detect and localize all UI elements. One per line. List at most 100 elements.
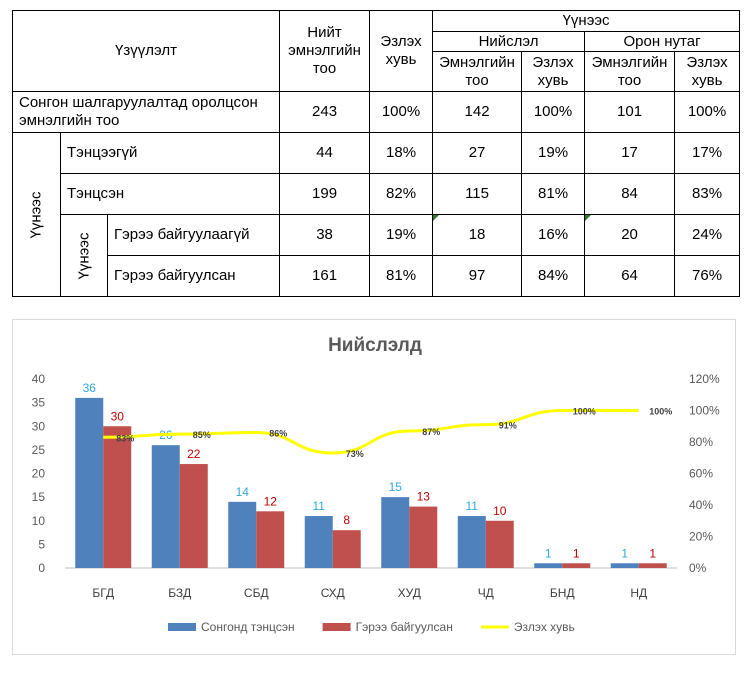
bar (228, 501, 257, 568)
x-tick-label: БНД (550, 586, 575, 600)
bar (256, 511, 285, 568)
header-capital-share: Эзлэх хувь (521, 51, 586, 92)
header-rural-count: Эмнэлгийн тоо (584, 51, 676, 92)
x-tick-label: ХУД (398, 586, 421, 600)
cell-capital-share: 19% (521, 132, 586, 174)
cell-rural-count: 20 (584, 214, 676, 256)
cell-capital-share: 100% (521, 91, 586, 133)
group-label-outer: Үүнээс (12, 132, 61, 297)
bar-data-label: 30 (111, 409, 125, 423)
cell-rural-count: 64 (584, 255, 676, 297)
line-data-label: 85% (193, 430, 211, 440)
legend-label: Гэрээ байгуулсан (356, 620, 453, 634)
cell-rural-count: 84 (584, 173, 676, 215)
header-total-hospitals: Нийт эмнэлгийн тоо (279, 10, 371, 92)
bar-data-label: 11 (313, 499, 326, 513)
bar-data-label: 13 (417, 490, 431, 504)
bar (610, 563, 639, 568)
line-data-label: 87% (422, 427, 440, 437)
x-tick-label: СХД (321, 586, 345, 600)
hospital-statistics-table: Үзүүлэлт Нийт эмнэлгийн тоо Эзлэх хувь Ү… (11, 10, 741, 297)
line-data-label: 83% (116, 433, 134, 443)
cell-total: 199 (279, 173, 371, 215)
line-data-label: 86% (269, 429, 287, 439)
y-left-tick-label: 40 (32, 372, 46, 386)
cell-share: 82% (369, 173, 434, 215)
y-left-tick-label: 25 (32, 443, 46, 457)
header-rural-share: Эзлэх хувь (674, 51, 741, 92)
y-left-tick-label: 10 (32, 514, 46, 528)
cell-share: 81% (369, 255, 434, 297)
bar-data-label: 1 (649, 546, 656, 560)
bar-data-label: 1 (573, 546, 580, 560)
bar-data-label: 14 (236, 485, 250, 499)
bar-data-label: 11 (466, 499, 479, 513)
bar (485, 520, 514, 568)
x-tick-label: БЗД (168, 586, 191, 600)
y-right-tick-label: 0% (689, 561, 707, 575)
bar (179, 464, 208, 568)
y-left-tick-label: 20 (32, 467, 46, 481)
cell-share: 19% (369, 214, 434, 256)
bar (332, 530, 361, 568)
chart-title: Нийслэлд (328, 335, 422, 356)
bar-data-label: 22 (187, 447, 201, 461)
table-row: Үүнээс Тэнцээгүй 44 18% 27 19% 17 17% (12, 132, 741, 297)
cell-share: 100% (369, 91, 434, 133)
y-right-tick-label: 80% (689, 435, 713, 449)
cell-rural-count: 101 (584, 91, 676, 133)
cell-rural-count: 17 (584, 132, 676, 174)
y-left-tick-label: 30 (32, 419, 46, 433)
cell-capital-share: 81% (521, 173, 586, 215)
bar-data-label: 8 (343, 513, 350, 527)
header-indicator: Үзүүлэлт (11, 10, 281, 92)
cell-rural-share: 24% (674, 214, 741, 256)
cell-rural-share: 83% (674, 173, 741, 215)
table-row: Сонгон шалгаруулалтад оролцсон эмнэлгийн… (11, 91, 741, 133)
y-left-tick-label: 5 (38, 537, 45, 551)
line-series (103, 409, 639, 455)
row-label: Тэнцээгүй (59, 132, 281, 174)
header-of-which: Үүнээс (432, 10, 741, 32)
group-label-inner: Үүнээс (60, 214, 108, 297)
bar (457, 516, 486, 568)
line-data-label: 91% (499, 421, 517, 431)
cell-total: 243 (279, 91, 371, 133)
cell-total: 161 (279, 255, 371, 297)
bar (638, 563, 667, 568)
legend-label: Эзлэх хувь (514, 620, 575, 634)
bar (304, 516, 333, 568)
cell-capital-count: 97 (432, 255, 523, 297)
line-data-label: 100% (649, 407, 672, 417)
bar-data-label: 1 (545, 546, 552, 560)
table-row: Үүнээс Гэрээ байгуулаагүй 38 19% 18 16% … (13, 214, 741, 297)
y-left-tick-label: 0 (38, 561, 45, 575)
bar (534, 563, 563, 568)
x-tick-label: ЧД (478, 586, 494, 600)
bar-data-label: 10 (493, 504, 507, 518)
legend-swatch (168, 623, 196, 631)
bar (409, 506, 438, 568)
bar-data-label: 36 (83, 381, 97, 395)
header-capital-count: Эмнэлгийн тоо (432, 51, 523, 92)
chart-container: Нийслэлд 0 5 10 15 20 25 30 35 40 0% 20% 40% 60% 80% 10… (12, 319, 736, 655)
y-right-tick-label: 20% (689, 530, 713, 544)
cell-share: 18% (369, 132, 434, 174)
table-row: Гэрээ байгуулсан 161 81% 97 84% 64 76% (13, 255, 741, 297)
legend-label: Сонгонд тэнцсэн (201, 620, 295, 634)
cell-rural-share: 100% (674, 91, 741, 133)
cell-capital-count: 27 (432, 132, 523, 174)
cell-rural-share: 76% (674, 255, 741, 297)
cell-capital-count: 142 (432, 91, 523, 133)
bar-data-label: 1 (621, 546, 628, 560)
bar (562, 563, 591, 568)
chart: Нийслэлд 0 5 10 15 20 25 30 35 40 0% 20% 40% 60% 80% 10… (32, 335, 720, 634)
y-left-tick-label: 35 (32, 396, 46, 410)
legend-swatch (322, 623, 351, 631)
bar-data-label: 15 (389, 480, 403, 494)
cell-capital-share: 84% (521, 255, 586, 297)
bar (381, 497, 410, 568)
cell-total: 38 (279, 214, 371, 256)
y-right-tick-label: 100% (689, 404, 720, 418)
y-right-tick-label: 60% (689, 467, 713, 481)
